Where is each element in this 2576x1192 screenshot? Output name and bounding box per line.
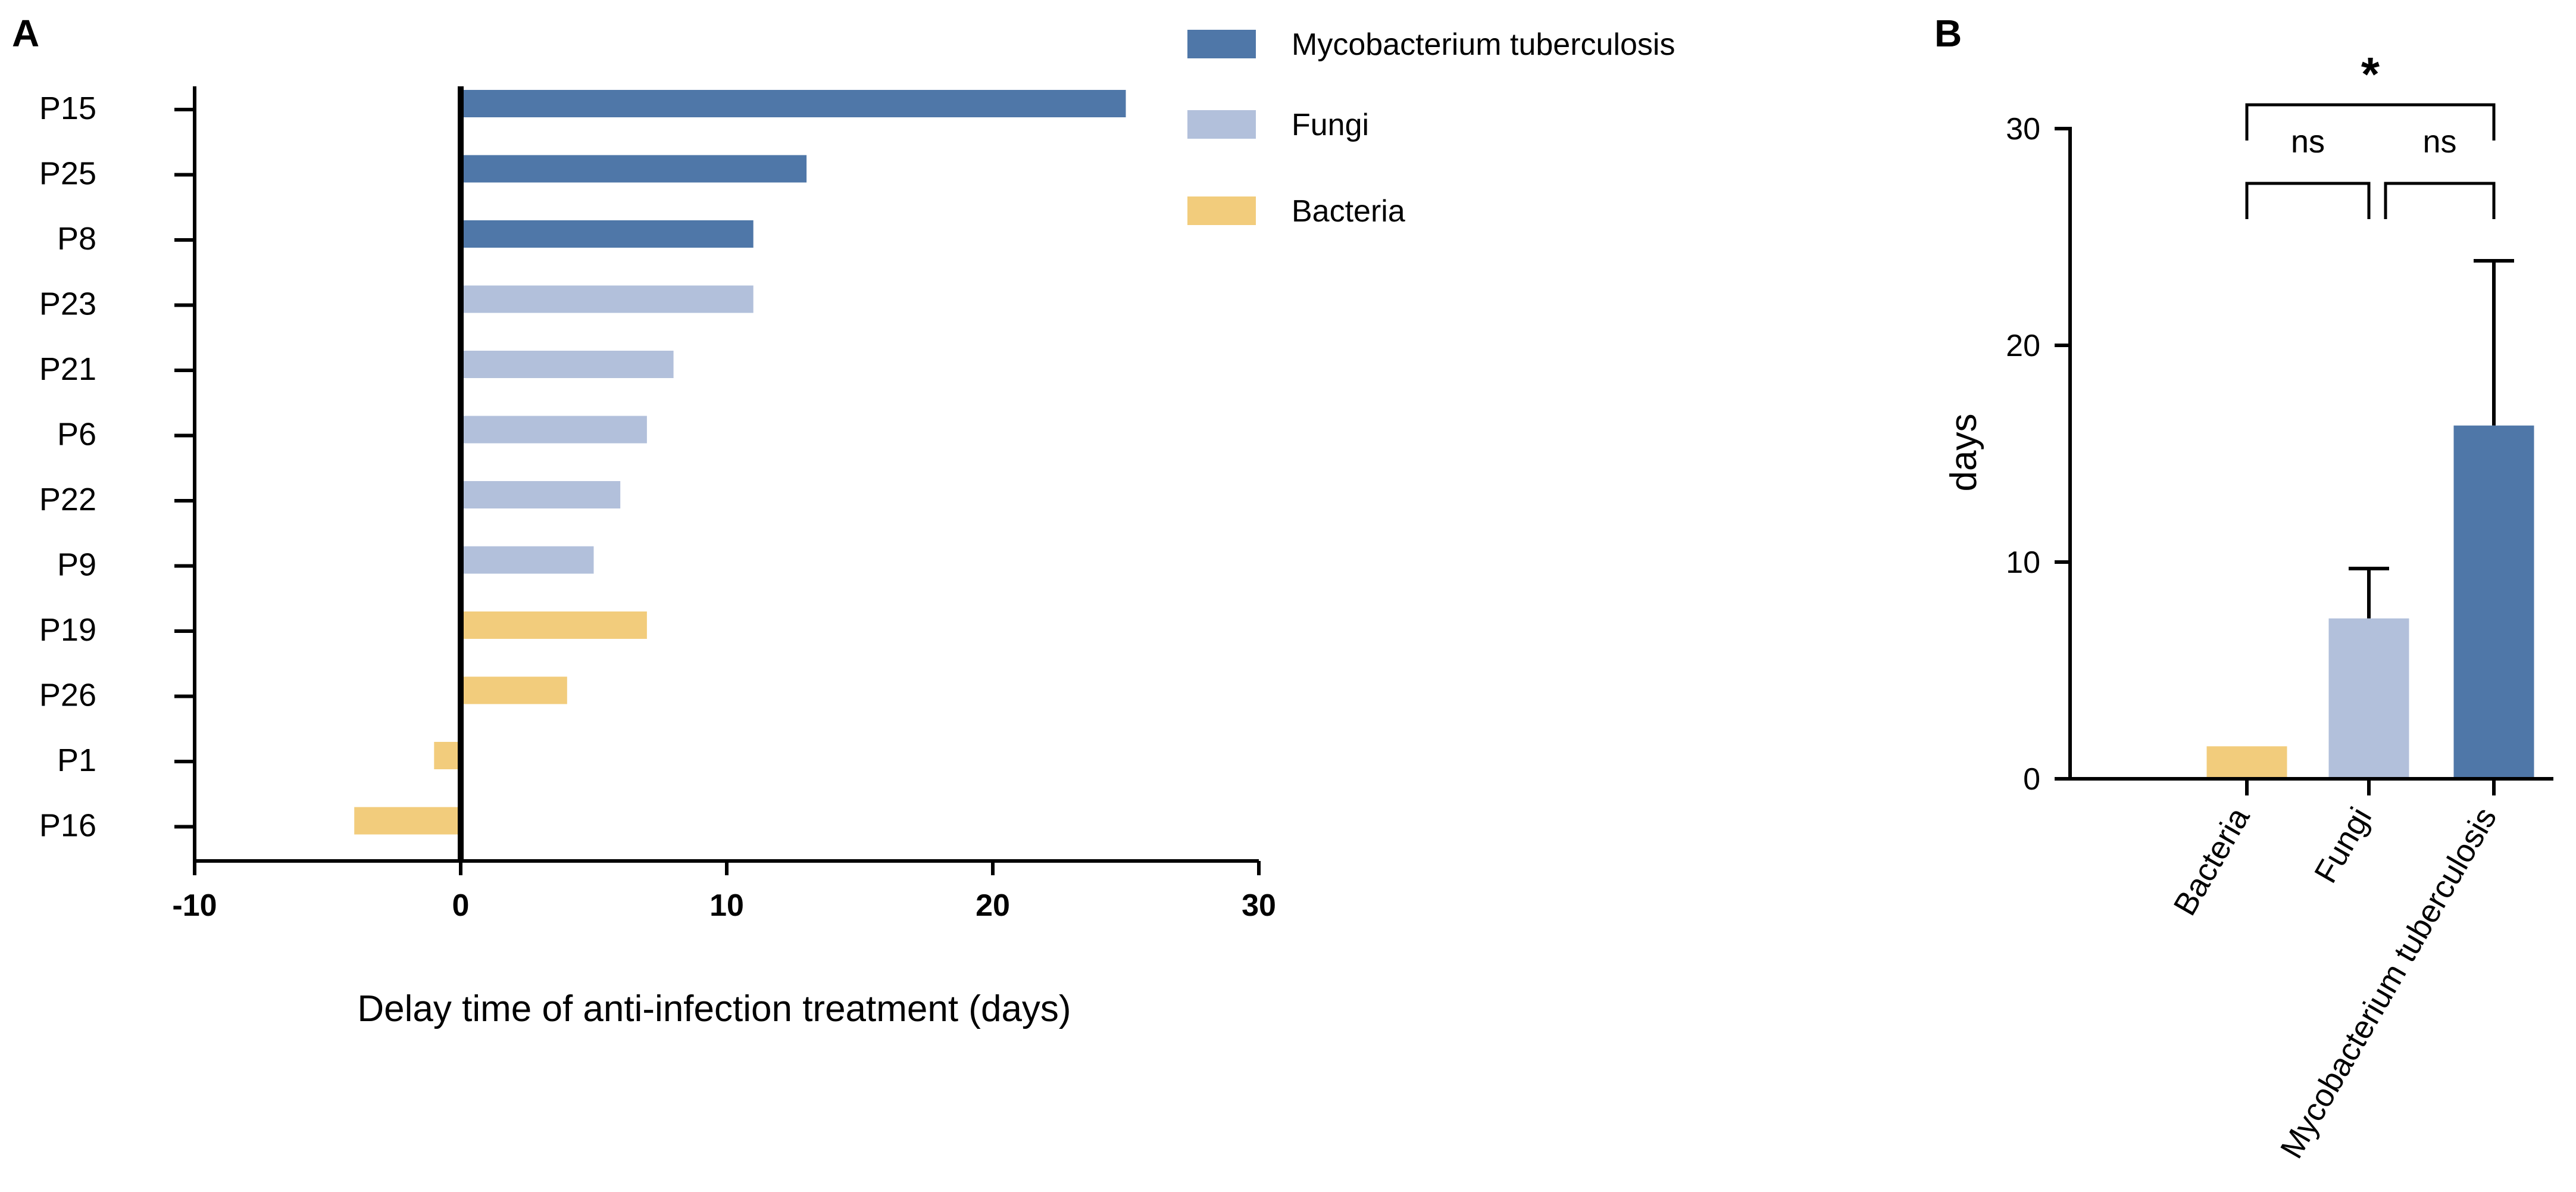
panel-a-chart: P15 P25 P8 P23 P21 P6 P22 P9 P19 P26 P1 P16 -10 0 10 2… [39,27,1675,1029]
panel-b-y-tick-labels: 0 10 20 30 [2006,112,2040,797]
x-tick-label-0: 0 [452,888,470,923]
y-tick-label-0: 0 [2023,762,2040,797]
panel-a-x-axis-title: Delay time of anti-infection treatment (… [357,988,1071,1029]
x-tick-label-20: 20 [976,888,1010,923]
category-label-p22: P22 [39,482,96,517]
bar-p6 [461,416,647,444]
legend-swatch-mycobacterium-tuberculosis [1187,30,1256,58]
bar-p21 [461,351,674,378]
category-label-bacteria: Bacteria [2167,801,2256,921]
category-label-p16: P16 [39,808,96,844]
bar-p22 [461,481,621,508]
category-label-p23: P23 [39,286,96,322]
y-tick-label-10: 10 [2006,545,2040,580]
category-label-fungi: Fungi [2308,801,2379,889]
bracket-label-fungi-mycobacterium: ns [2422,124,2456,160]
bar-p25 [461,155,807,183]
bar-bacteria [2206,746,2287,779]
bracket-fungi-mycobacterium [2384,182,2496,219]
bar-fungi [2328,618,2409,779]
panel-b-letter: B [1934,12,1962,55]
category-label-p9: P9 [57,547,96,583]
y-tick-label-30: 30 [2006,112,2040,146]
panel-a-category-labels: P15 P25 P8 P23 P21 P6 P22 P9 P19 P26 P1 P16 [39,91,96,844]
category-label-p15: P15 [39,91,96,126]
panel-a-bars [354,90,1126,835]
bracket-label-bacteria-mycobacterium-ns: ns [2291,124,2325,160]
x-tick-label-10: -10 [172,888,217,923]
panel-a-x-tick-labels: -10 0 10 20 30 [172,888,1276,923]
panel-a-letter: A [12,12,39,55]
category-label-p21: P21 [39,351,96,387]
bar-p16 [354,807,461,835]
bracket-bacteria-mycobacterium [2245,103,2496,141]
bar-p15 [461,90,1126,117]
legend-label-mycobacterium-tuberculosis: Mycobacterium tuberculosis [1292,27,1675,62]
x-tick-label-10: 10 [709,888,744,923]
category-label-p6: P6 [57,417,96,453]
bar-p23 [461,285,754,313]
legend-swatch-bacteria [1187,196,1256,225]
category-label-mycobacterium-tuberculosis: Mycobacterium tuberculosis [2274,801,2504,1165]
panel-a-legend: Mycobacterium tuberculosis Fungi Bacteria [1187,27,1675,229]
bar-p26 [461,676,567,704]
bar-p9 [461,546,594,574]
category-label-p25: P25 [39,156,96,192]
bar-p1 [434,742,461,769]
bracket-bacteria-fungi [2245,182,2371,219]
y-tick-label-20: 20 [2006,329,2040,363]
bracket-label-bacteria-fungi: ns [2291,124,2325,160]
bar-p19 [461,611,647,639]
panel-b-axes [2055,127,2553,795]
panel-a-axes [174,86,1261,875]
bracket-label-bacteria-mycobacterium-star: * [2361,48,2380,101]
panel-b-error-bars [2349,259,2514,619]
panel-b-bars [2206,425,2534,779]
category-label-p1: P1 [57,742,96,778]
panel-b-y-axis-title: days [1943,414,1984,492]
category-label-p26: P26 [39,678,96,713]
legend-label-fungi: Fungi [1292,108,1369,142]
legend-label-bacteria: Bacteria [1292,194,1405,229]
x-tick-label-30: 30 [1242,888,1276,923]
legend-swatch-fungi [1187,110,1256,139]
category-label-p19: P19 [39,612,96,648]
category-label-p8: P8 [57,221,96,257]
bar-p8 [461,220,754,248]
bar-mycobacterium-tuberculosis [2453,425,2534,779]
